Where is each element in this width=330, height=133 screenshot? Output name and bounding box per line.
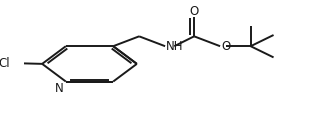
Text: O: O [221, 40, 231, 53]
Text: Cl: Cl [0, 57, 10, 70]
Text: NH: NH [166, 40, 184, 53]
Text: N: N [55, 82, 63, 95]
Text: O: O [189, 5, 199, 18]
